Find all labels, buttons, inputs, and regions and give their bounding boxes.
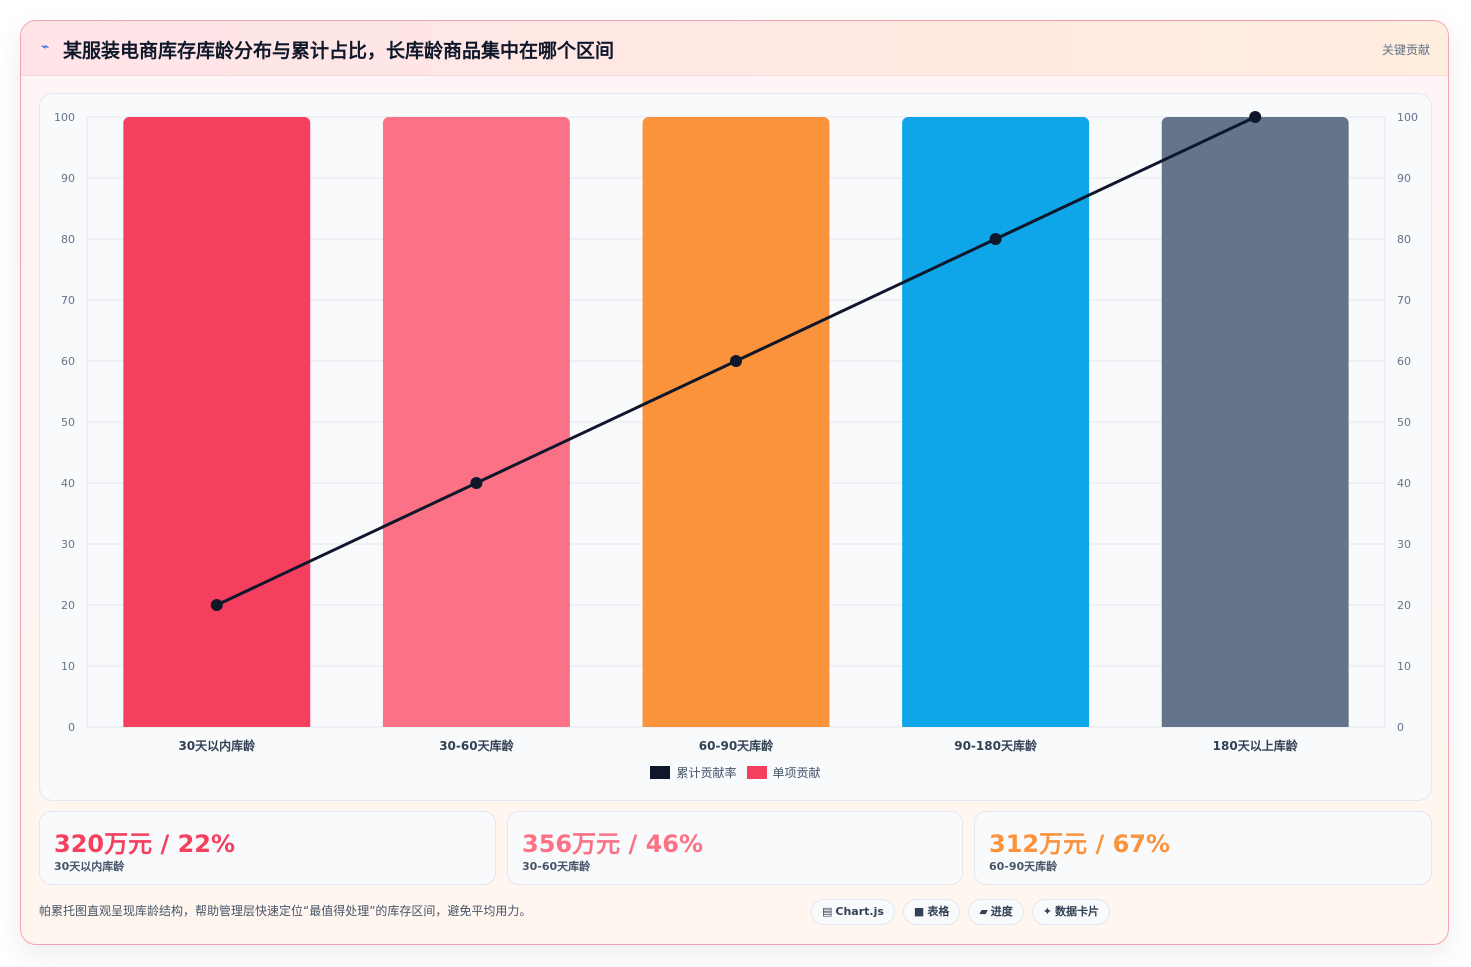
y2-tick-label: 30 [1397, 538, 1411, 551]
y-tick-label: 60 [61, 355, 75, 368]
bar-base [382, 719, 570, 727]
x-tick-label: 180天以上库龄 [1213, 738, 1299, 753]
y-tick-label: 20 [61, 599, 75, 612]
key-contribution-link[interactable]: 关键贡献 [1381, 43, 1430, 57]
y2-tick-label: 100 [1397, 111, 1418, 124]
x-tick-label: 60-90天库龄 [699, 738, 774, 753]
progress-icon: ▰ [979, 905, 988, 918]
y-tick-label: 90 [61, 172, 75, 185]
bar-base [1161, 719, 1349, 727]
tag-label: 进度 [990, 905, 1013, 918]
pareto-chart: 0 0 10 10 20 20 30 30 40 40 50 50 60 60 70 70 80 80 90 90 10… [54, 111, 1418, 753]
footnote: 帕累托图直观呈现库龄结构，帮助管理层快速定位“最值得处理”的库存区间，避免平均用… [39, 904, 532, 918]
y-tick-label: 80 [61, 233, 75, 246]
line-point [1249, 111, 1262, 123]
y2-tick-label: 10 [1397, 660, 1411, 673]
legend-item-cumulative[interactable]: 累计贡献率 [650, 764, 737, 781]
bar-base [123, 719, 311, 727]
y2-tick-label: 20 [1397, 599, 1411, 612]
y2-tick-label: 60 [1397, 355, 1411, 368]
y2-tick-label: 0 [1397, 721, 1404, 734]
tag-label: 数据卡片 [1055, 905, 1100, 918]
bar [123, 117, 311, 727]
x-tick-label: 30-60天库龄 [439, 738, 514, 753]
bar [1161, 117, 1349, 727]
legend-label-single: 单项贡献 [772, 766, 821, 780]
chart-panel: 0 0 10 10 20 20 30 30 40 40 50 50 60 60 70 70 80 80 90 90 10… [39, 93, 1432, 801]
tag-data-cards[interactable]: ✦ 数据卡片 [1031, 899, 1111, 925]
bar [382, 117, 570, 727]
tag-label: 表格 [927, 905, 950, 918]
y2-tick-label: 90 [1397, 172, 1411, 185]
legend-swatch-cumulative [650, 766, 671, 779]
stat-card: 356万元 / 46% 30-60天库龄 [507, 811, 963, 885]
line-chart-icon: ⌁ [41, 39, 50, 55]
stat-label: 30天以内库龄 [54, 860, 125, 873]
tag-progress[interactable]: ▰ 进度 [968, 899, 1024, 925]
y2-tick-label: 70 [1397, 294, 1411, 307]
legend-item-single[interactable]: 单项贡献 [746, 764, 821, 781]
table-icon: ■ [913, 905, 925, 918]
chart-card: ⌁ 某服装电商库存库龄分布与累计占比，长库龄商品集中在哪个区间 关键贡献 0 0 1… [20, 20, 1449, 945]
chart-icon: ▤ [822, 905, 833, 918]
y-tick-label: 70 [61, 294, 75, 307]
stat-value: 320万元 / 22% [54, 830, 236, 858]
y2-tick-label: 40 [1397, 477, 1411, 490]
y-tick-label: 10 [61, 660, 75, 673]
line-point [730, 355, 742, 367]
chart-legend: 累计贡献率 单项贡献 [40, 764, 1431, 781]
sparkle-icon: ✦ [1042, 905, 1053, 918]
y-tick-label: 30 [61, 538, 75, 551]
stat-card: 320万元 / 22% 30天以内库龄 [39, 811, 496, 885]
y2-tick-label: 50 [1397, 416, 1411, 429]
stat-value: 356万元 / 46% [522, 830, 704, 858]
legend-label-cumulative: 累计贡献率 [676, 766, 737, 780]
bar [902, 117, 1090, 727]
y-tick-label: 50 [61, 416, 75, 429]
stat-value: 312万元 / 67% [989, 830, 1171, 858]
page-title: 某服装电商库存库龄分布与累计占比，长库龄商品集中在哪个区间 [63, 40, 615, 62]
y-tick-label: 0 [68, 721, 75, 734]
line-point [470, 477, 483, 489]
tag-table[interactable]: ■ 表格 [902, 899, 961, 925]
bar-base [902, 719, 1090, 727]
tag-chartjs[interactable]: ▤ Chart.js [811, 899, 895, 925]
x-tick-label: 90-180天库龄 [954, 738, 1038, 753]
bar-base [642, 719, 830, 727]
stat-label: 60-90天库龄 [989, 860, 1058, 873]
stat-card: 312万元 / 67% 60-90天库龄 [974, 811, 1432, 885]
line-point [989, 233, 1002, 245]
line-point [210, 599, 223, 611]
y2-tick-label: 80 [1397, 233, 1411, 246]
stat-label: 30-60天库龄 [522, 860, 591, 873]
y-tick-label: 100 [54, 111, 75, 124]
tag-label: Chart.js [835, 905, 884, 918]
card-header: ⌁ 某服装电商库存库龄分布与累计占比，长库龄商品集中在哪个区间 关键贡献 [21, 21, 1448, 76]
bar [642, 117, 830, 727]
x-tick-label: 30天以内库龄 [178, 738, 256, 753]
stat-cards: 320万元 / 22% 30天以内库龄 356万元 / 46% 30-60天库龄… [39, 811, 1432, 885]
y-tick-label: 40 [61, 477, 75, 490]
legend-swatch-single [746, 766, 767, 779]
tag-list: ▤ Chart.js ■ 表格 ▰ 进度 ✦ 数据卡片 [811, 899, 1111, 925]
